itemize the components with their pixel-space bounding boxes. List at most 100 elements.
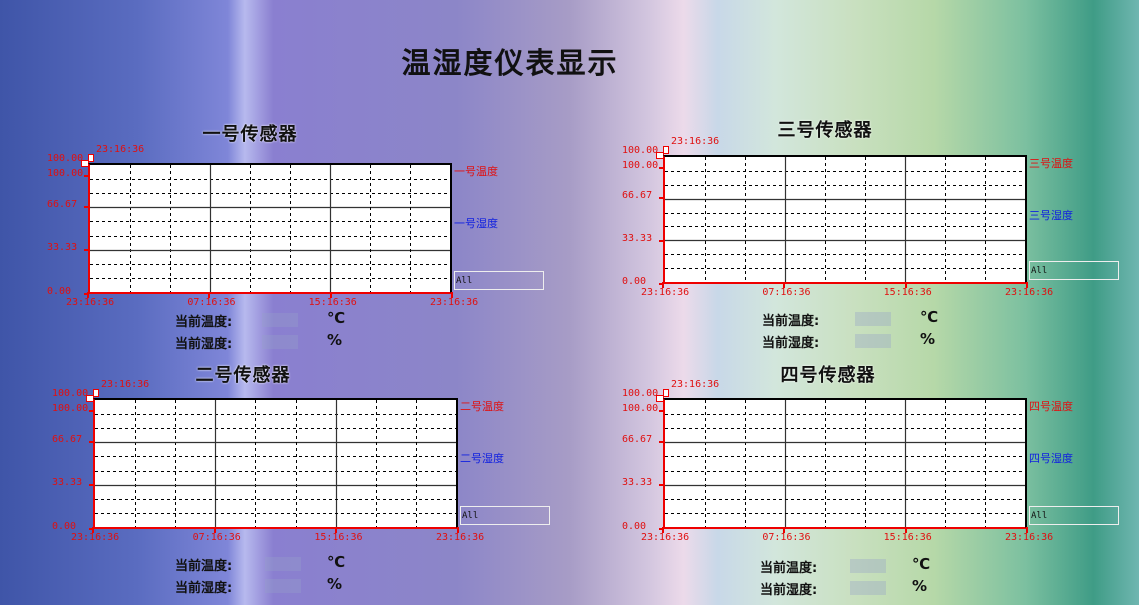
grid — [665, 157, 1025, 282]
current-temperature-value — [265, 557, 301, 571]
y-tick-mark — [89, 484, 93, 487]
trend-plot[interactable] — [93, 398, 458, 529]
legend-temperature[interactable]: 一号温度 — [454, 165, 498, 178]
y-tick-label: 0.00 — [47, 286, 72, 297]
trend-plot[interactable] — [663, 155, 1027, 284]
legend-humidity[interactable]: 四号湿度 — [1029, 452, 1073, 466]
cursor-handle[interactable] — [88, 154, 94, 162]
series-filter-all[interactable]: All — [1029, 506, 1119, 525]
y-tick-mark — [659, 410, 663, 413]
y-tick-mark — [84, 175, 88, 178]
current-temperature-label: 当前温度: — [760, 561, 818, 576]
cursor-handle[interactable] — [663, 146, 669, 154]
legend-humidity[interactable]: 二号湿度 — [460, 452, 504, 466]
current-humidity-label: 当前湿度: — [760, 583, 818, 598]
x-tick-mark — [457, 527, 459, 533]
y-tick-label: 0.00 — [52, 521, 77, 532]
y-tick-label: 100.00 — [52, 403, 89, 415]
x-tick-mark — [208, 292, 211, 298]
x-tick-mark — [904, 282, 907, 288]
series-filter-all[interactable]: All — [460, 506, 550, 525]
x-tick-mark — [92, 527, 94, 533]
x-tick-label: 23:16:36 — [430, 297, 479, 308]
x-tick-mark — [1026, 282, 1028, 288]
cursor-value: 100.00 — [47, 153, 84, 164]
x-tick-label: 07:16:36 — [187, 297, 236, 308]
legend-temperature[interactable]: 二号温度 — [460, 400, 504, 413]
x-tick-label: 23:16:36 — [641, 532, 690, 543]
y-tick-mark — [659, 283, 663, 285]
panel-title: 四号传感器 — [780, 365, 876, 386]
current-humidity-value — [850, 581, 886, 595]
trend-plot[interactable] — [88, 163, 452, 294]
humidity-unit: % — [920, 330, 936, 348]
x-tick-mark — [87, 292, 89, 298]
current-temperature-label: 当前温度: — [175, 559, 233, 574]
x-tick-label: 15:16:36 — [883, 287, 932, 298]
cursor-time: 23:16:36 — [101, 379, 150, 390]
legend-temperature[interactable]: 三号温度 — [1029, 157, 1073, 170]
y-tick-mark — [89, 528, 93, 530]
x-tick-mark — [662, 282, 664, 288]
current-temperature-value — [855, 312, 891, 326]
x-tick-label: 07:16:36 — [762, 287, 811, 298]
legend-humidity[interactable]: 一号湿度 — [454, 217, 498, 231]
temperature-unit: ℃ — [327, 309, 346, 327]
y-tick-mark — [659, 240, 663, 242]
x-tick-label: 23:16:36 — [436, 532, 485, 543]
current-humidity-value — [265, 579, 301, 593]
current-humidity-value — [262, 335, 298, 349]
cursor-time: 23:16:36 — [671, 136, 720, 147]
y-tick-label: 33.33 — [622, 477, 653, 489]
cursor-handle[interactable] — [93, 389, 99, 397]
panel-title: 一号传感器 — [202, 124, 298, 145]
y-tick-label: 0.00 — [622, 276, 647, 287]
page-title: 温湿度仪表显示 — [401, 46, 619, 80]
x-tick-label: 23:16:36 — [1005, 287, 1054, 298]
x-tick-mark — [783, 282, 786, 288]
x-tick-label: 23:16:36 — [71, 532, 120, 543]
y-tick-mark — [659, 166, 663, 169]
x-tick-mark — [329, 292, 332, 298]
cursor-value: 100.00 — [622, 388, 659, 399]
current-humidity-label: 当前湿度: — [762, 336, 820, 351]
grid — [90, 165, 450, 292]
x-tick-mark — [213, 527, 216, 533]
y-tick-label: 66.67 — [622, 190, 653, 201]
humidity-unit: % — [327, 331, 343, 349]
y-tick-label: 33.33 — [622, 233, 653, 244]
cursor-value: 100.00 — [622, 145, 659, 156]
temperature-unit: ℃ — [912, 555, 931, 573]
x-tick-label: 07:16:36 — [762, 532, 811, 543]
y-tick-label: 100.00 — [622, 159, 659, 171]
cursor-time: 23:16:36 — [671, 379, 720, 390]
cursor-handle[interactable] — [663, 389, 669, 397]
x-tick-label: 23:16:36 — [1005, 532, 1054, 543]
current-humidity-label: 当前湿度: — [175, 581, 233, 596]
legend-temperature[interactable]: 四号温度 — [1029, 400, 1073, 413]
y-tick-mark — [84, 249, 88, 252]
humidity-unit: % — [327, 575, 343, 593]
temperature-unit: ℃ — [920, 308, 939, 326]
x-tick-mark — [1026, 527, 1028, 533]
x-tick-mark — [335, 527, 338, 533]
trend-plot[interactable] — [663, 398, 1027, 529]
series-filter-all[interactable]: All — [1029, 261, 1119, 280]
x-tick-label: 23:16:36 — [66, 297, 115, 308]
y-tick-label: 0.00 — [622, 521, 647, 532]
x-tick-label: 07:16:36 — [192, 532, 241, 543]
current-temperature-value — [850, 559, 886, 573]
x-tick-label: 23:16:36 — [641, 287, 690, 298]
panel-title: 三号传感器 — [777, 120, 873, 141]
y-tick-mark — [659, 528, 663, 530]
current-humidity-value — [855, 334, 891, 348]
y-tick-mark — [84, 293, 88, 295]
y-tick-label: 100.00 — [47, 168, 84, 180]
x-tick-mark — [904, 527, 907, 533]
y-tick-label: 66.67 — [52, 433, 83, 445]
series-filter-all[interactable]: All — [454, 271, 544, 290]
legend-humidity[interactable]: 三号湿度 — [1029, 208, 1073, 222]
grid — [95, 400, 456, 527]
y-tick-label: 33.33 — [47, 242, 78, 254]
x-tick-label: 15:16:36 — [883, 532, 932, 543]
